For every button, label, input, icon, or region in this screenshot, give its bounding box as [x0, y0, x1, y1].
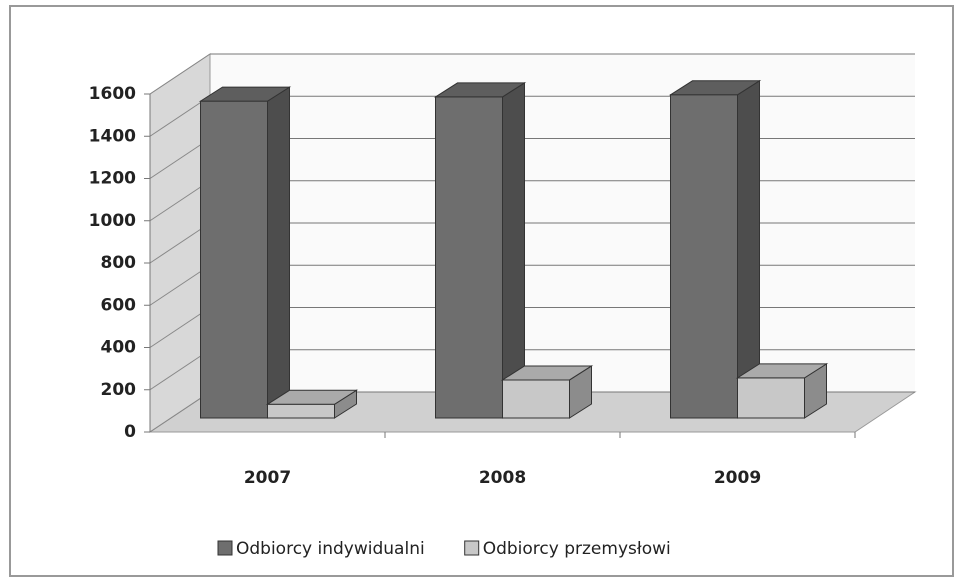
- side-grid-line: [149, 53, 211, 95]
- y-tick-label: 200: [101, 380, 137, 400]
- bar-top: [500, 365, 594, 381]
- legend-swatch: [217, 540, 233, 556]
- bar: [668, 79, 762, 419]
- legend-swatch: [464, 540, 480, 556]
- bar: [198, 86, 292, 419]
- bar-front: [670, 94, 738, 419]
- y-tick-label: 0: [124, 422, 136, 442]
- legend-label: Odbiorcy przemysłowi: [483, 539, 671, 559]
- y-tick-label: 1000: [89, 211, 136, 231]
- bar-top: [668, 80, 762, 96]
- bar-top: [198, 86, 292, 102]
- y-tick-label: 1200: [89, 169, 136, 189]
- y-tick-label: 1600: [89, 84, 136, 104]
- bar-side: [267, 86, 290, 419]
- bar: [433, 81, 527, 419]
- x-tick-label: 2007: [244, 468, 291, 488]
- x-tick-label: 2008: [479, 468, 526, 488]
- bar-front: [435, 96, 503, 419]
- bar-top: [433, 82, 527, 98]
- legend-label: Odbiorcy indywidualni: [236, 539, 425, 559]
- bar: [735, 362, 829, 419]
- y-tick-label: 400: [101, 338, 137, 358]
- bar-front: [502, 379, 570, 419]
- bar-front: [200, 100, 268, 419]
- bar-front: [267, 403, 335, 419]
- bar-top: [265, 389, 359, 405]
- bar: [265, 389, 359, 419]
- bar-top: [735, 363, 829, 379]
- bar: [500, 365, 594, 419]
- y-tick-label: 600: [101, 295, 137, 315]
- y-tick-label: 1400: [89, 126, 136, 146]
- x-tick-label: 2009: [714, 468, 761, 488]
- bar-front: [737, 377, 805, 419]
- y-tick-label: 800: [101, 253, 137, 273]
